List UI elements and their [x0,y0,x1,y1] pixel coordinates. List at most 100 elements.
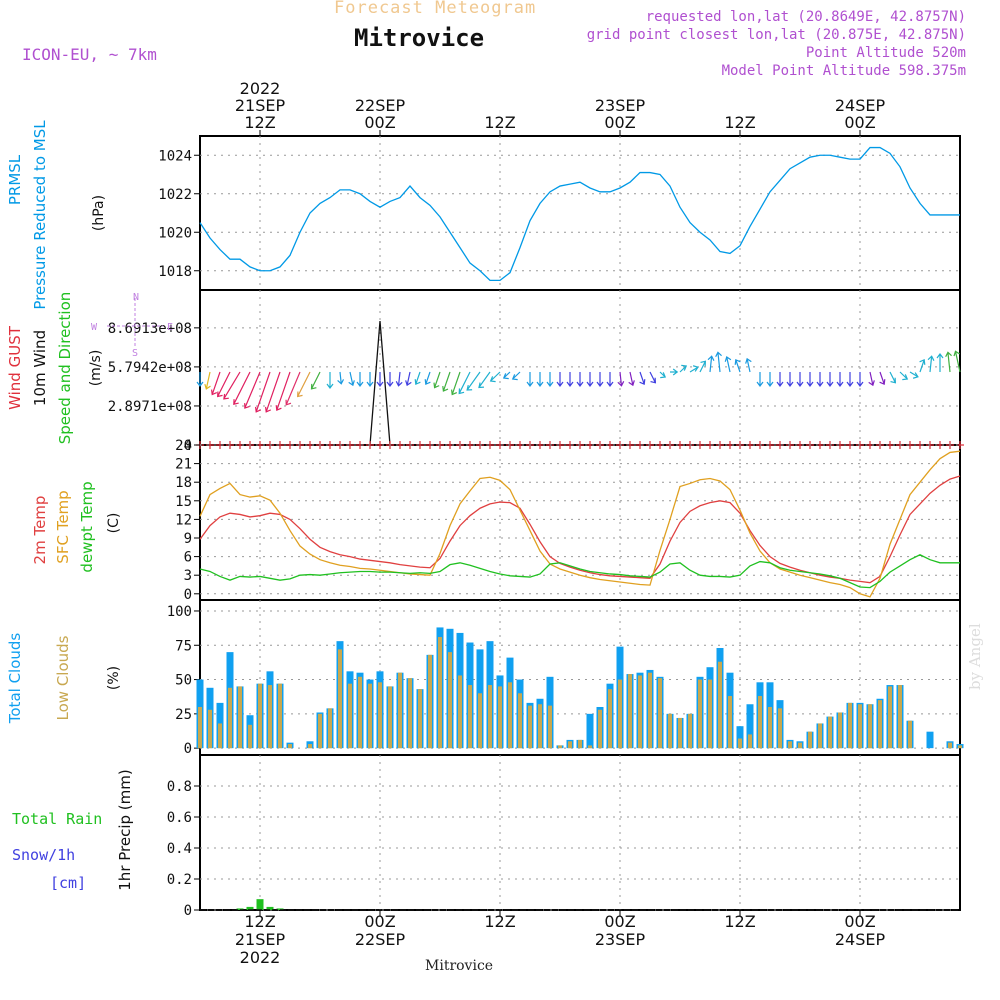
rain-bar [276,908,284,910]
y-tick-label: 18 [175,475,192,491]
compass-n: N [133,292,139,303]
low-cloud-bar [888,686,892,749]
total-cloud-bar [586,713,594,749]
wind-arrow [310,371,321,390]
low-cloud-bar [678,717,682,749]
bottom-time-label: 12Z [244,912,275,931]
low-cloud-bar [528,705,532,749]
low-cloud-bar [488,685,492,749]
low-cloud-bar [508,682,512,749]
low-cloud-bar [948,742,952,749]
wind-arrow [899,371,909,381]
wind-arrow [766,372,774,387]
compass-s: S [132,348,138,359]
wind-arrow [356,372,364,387]
low-cloud-bar [788,741,792,749]
y-tick-label: 12 [175,512,192,528]
low-cloud-bar [718,661,722,749]
bottom-time-label: 24SEP [835,930,886,949]
bottom-time-label: 12Z [484,912,515,931]
top-time-label: 12Z [484,113,515,132]
y-tick-label: 0 [184,587,192,603]
low-cloud-bar [638,675,642,749]
low-cloud-bar [578,739,582,749]
low-cloud-bar [518,693,522,749]
bottom-time-label: 2022 [240,948,281,967]
wind-arrow [639,371,646,385]
bottom-time-label: 00Z [604,912,635,931]
y-tick-label: 0 [184,903,192,919]
low-cloud-bar [368,683,372,749]
low-cloud-bar [288,744,292,749]
wind-arrow [816,372,824,387]
wind-arrow [836,372,844,387]
top-time-label: 2022 [240,79,281,98]
wind-arrow [879,371,886,385]
wind-arrow [424,371,431,385]
temp-line-2 [199,554,960,589]
wind-arrow [670,368,679,376]
low-cloud-bar [848,702,852,749]
y-tick-label: 6 [184,550,192,566]
low-cloud-bar [958,745,962,749]
low-cloud-bar [318,713,322,749]
wind-arrow [576,372,584,387]
location-title: Mitrovice [354,24,485,52]
low-cloud-bar [198,706,202,749]
low-cloud-bar [468,685,472,749]
wind-arrow [265,371,281,413]
low-cloud-bar [658,678,662,749]
low-cloud-bar [408,678,412,749]
low-cloud-bar [738,738,742,749]
bottom-time-label: 00Z [364,912,395,931]
y-tick-label: 21 [175,457,192,473]
low-cloud-bar [228,687,232,749]
bottom-time-label: 21SEP [235,930,286,949]
low-cloud-bar [828,716,832,749]
wind-arrow [233,371,251,405]
wind-arrow [442,371,451,392]
wind-arrow [546,372,554,387]
top-time-label: 22SEP [355,96,406,115]
wind-arrow [255,371,271,413]
rain-bar [236,908,244,910]
wind-arrow [566,372,574,387]
wind-arrow [707,355,715,373]
bottom-time-label: 12Z [724,912,755,931]
precip-legend-snow-unit: [cm] [50,874,86,892]
wind-arrow [217,371,231,398]
y-tick-label: 15 [175,494,192,510]
low-cloud-bar [248,724,252,749]
low-cloud-bar [258,683,262,749]
bottom-time-label: 00Z [844,912,875,931]
model-label: ICON-EU, ~ 7km [22,45,157,64]
pressure-unit: (hPa) [91,195,107,231]
wind-arrow [211,371,221,396]
pressure-ylabel-2: Pressure Reduced to MSL [31,120,49,310]
y-tick-label: 100 [167,604,192,620]
wind-arrow [936,353,944,372]
wind-arrow [617,371,625,387]
wind-arrow [478,371,491,389]
rain-bar [266,906,274,910]
wind-arrow [433,371,441,389]
wind-arrow [414,371,421,385]
wind-arrow [659,371,667,379]
wind-arrow [204,371,211,390]
top-time-label: 00Z [844,113,875,132]
low-cloud-bar [568,741,572,749]
top-time-label: 23SEP [595,96,646,115]
low-cloud-bar [688,713,692,749]
wind-arrow [376,372,384,387]
wind-arrow [502,371,511,380]
low-cloud-bar [478,693,482,749]
low-cloud-bar [838,712,842,749]
panel-frame-precip [199,754,961,911]
low-cloud-bar [538,704,542,749]
low-cloud-bar [868,704,872,749]
compass-cross [107,298,163,348]
wind-arrow [889,371,897,384]
wind-arrow [458,371,471,395]
wind-arrow [275,371,291,411]
